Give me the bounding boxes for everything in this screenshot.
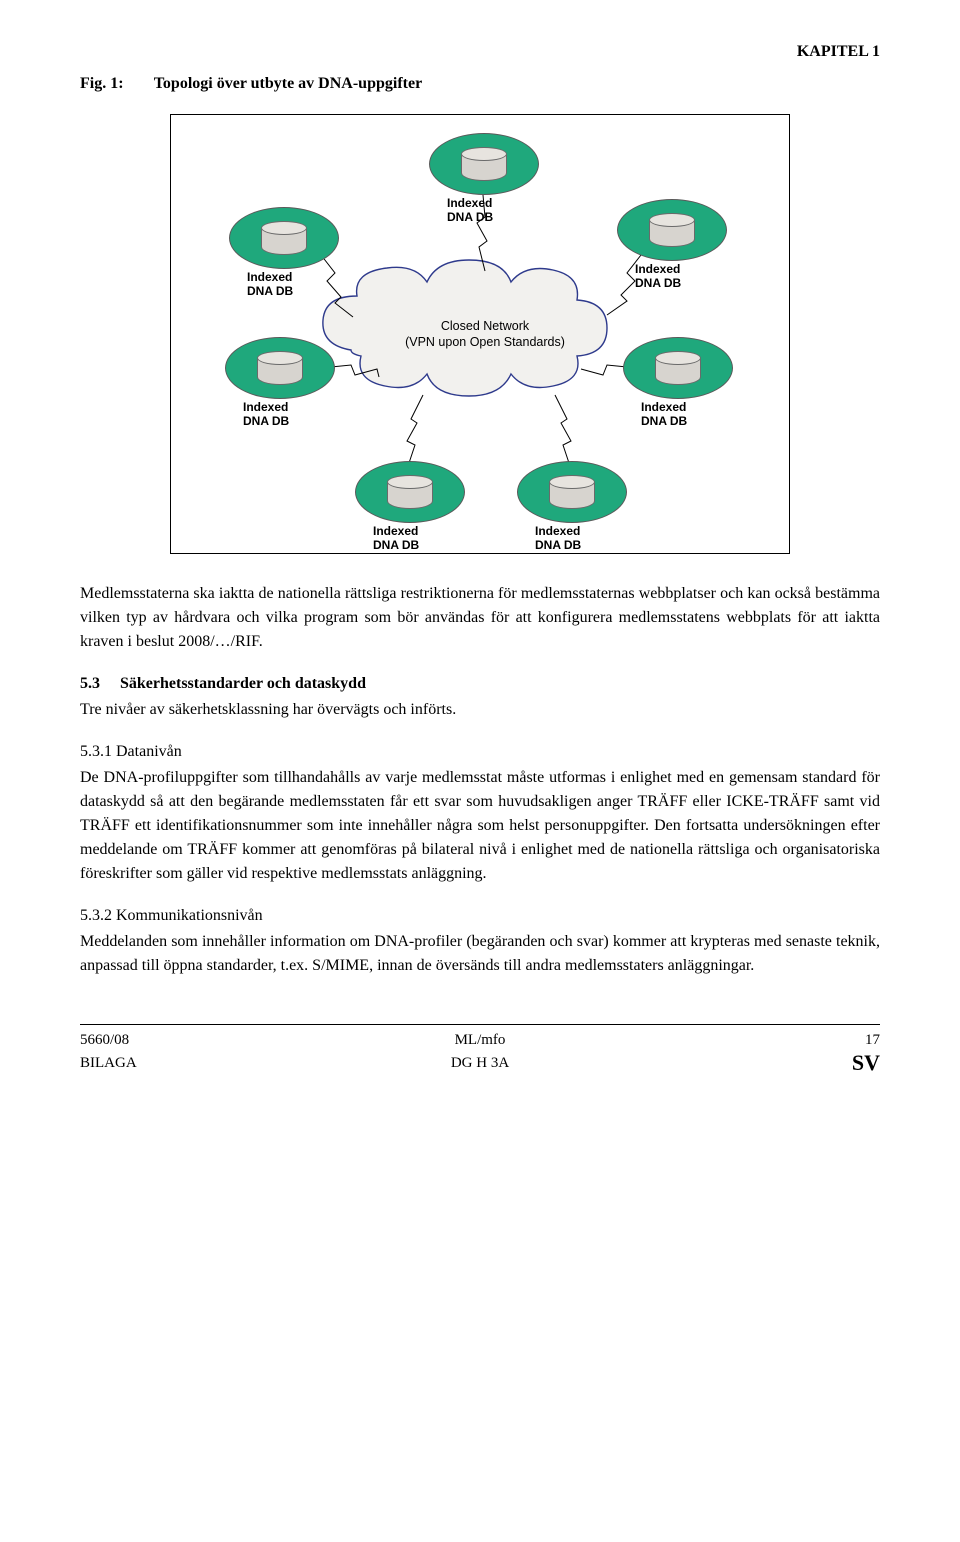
db-cylinder-icon (649, 213, 695, 247)
footer-initials: ML/mfo (455, 1032, 506, 1048)
footer-bilaga: BILAGA (80, 1055, 137, 1071)
section-5-3-2-heading: 5.3.2 Kommunikationsnivån (80, 904, 880, 928)
db-label-l2: DNA DB (535, 538, 581, 552)
db-label-l1: Indexed (247, 270, 292, 284)
db-node: Indexed DNA DB (225, 337, 335, 399)
section-title: Säkerhetsstandarder och dataskydd (120, 675, 366, 692)
db-label: Indexed DNA DB (623, 401, 733, 429)
cloud-label: Closed Network (VPN upon Open Standards) (405, 319, 565, 350)
db-label-l1: Indexed (447, 196, 492, 210)
topology-diagram: Closed Network (VPN upon Open Standards)… (170, 114, 790, 554)
db-label-l2: DNA DB (373, 538, 419, 552)
paragraph-5-3-2: Meddelanden som innehåller information o… (80, 930, 880, 978)
cloud-label-line1: Closed Network (441, 319, 529, 333)
footer-left: 5660/08 BILAGA (80, 1029, 344, 1077)
db-cylinder-icon (549, 475, 595, 509)
section-5-3-heading: 5.3 Säkerhetsstandarder och dataskydd (80, 672, 880, 696)
section-number: 5.3 (80, 672, 116, 696)
db-node: Indexed DNA DB (623, 337, 733, 399)
db-label-l2: DNA DB (447, 210, 493, 224)
db-label-l2: DNA DB (635, 276, 681, 290)
db-label: Indexed DNA DB (617, 263, 727, 291)
db-label-l1: Indexed (635, 262, 680, 276)
paragraph-5-3: Tre nivåer av säkerhetsklassning har öve… (80, 698, 880, 722)
db-label: Indexed DNA DB (517, 525, 627, 553)
footer-docnum: 5660/08 (80, 1032, 129, 1048)
db-label-l2: DNA DB (247, 284, 293, 298)
db-oval (229, 207, 339, 269)
db-label: Indexed DNA DB (429, 197, 539, 225)
db-label-l2: DNA DB (641, 414, 687, 428)
footer-dg: DG H 3A (451, 1055, 509, 1071)
footer-right: 17 SV (616, 1029, 880, 1077)
db-label-l2: DNA DB (243, 414, 289, 428)
section-5-3-1-heading: 5.3.1 Datanivån (80, 740, 880, 764)
db-cylinder-icon (461, 147, 507, 181)
db-cylinder-icon (257, 351, 303, 385)
db-oval (355, 461, 465, 523)
footer-lang: SV (852, 1050, 880, 1075)
chapter-header: KAPITEL 1 (80, 40, 880, 64)
figure-caption: Fig. 1: Topologi över utbyte av DNA-uppg… (80, 72, 880, 96)
figure-title: Topologi över utbyte av DNA-uppgifter (154, 75, 422, 92)
db-oval (623, 337, 733, 399)
paragraph-intro: Medlemsstaterna ska iaktta de nationella… (80, 582, 880, 654)
db-label: Indexed DNA DB (229, 271, 339, 299)
db-node: Indexed DNA DB (429, 133, 539, 195)
footer-pagenum: 17 (865, 1032, 880, 1048)
db-label-l1: Indexed (535, 524, 580, 538)
db-oval (617, 199, 727, 261)
db-label-l1: Indexed (243, 400, 288, 414)
paragraph-5-3-1: De DNA-profiluppgifter som tillhandahåll… (80, 766, 880, 886)
db-cylinder-icon (387, 475, 433, 509)
db-node: Indexed DNA DB (617, 199, 727, 261)
db-node: Indexed DNA DB (517, 461, 627, 523)
footer-center: ML/mfo DG H 3A (348, 1029, 612, 1077)
db-oval (429, 133, 539, 195)
db-label-l1: Indexed (641, 400, 686, 414)
db-oval (225, 337, 335, 399)
db-label: Indexed DNA DB (355, 525, 465, 553)
db-oval (517, 461, 627, 523)
cloud-label-line2: (VPN upon Open Standards) (405, 335, 565, 349)
db-label: Indexed DNA DB (225, 401, 335, 429)
db-node: Indexed DNA DB (229, 207, 339, 269)
db-cylinder-icon (261, 221, 307, 255)
figure-label: Fig. 1: (80, 72, 150, 96)
db-cylinder-icon (655, 351, 701, 385)
db-label-l1: Indexed (373, 524, 418, 538)
db-node: Indexed DNA DB (355, 461, 465, 523)
page-footer: 5660/08 BILAGA ML/mfo DG H 3A 17 SV (80, 1024, 880, 1077)
